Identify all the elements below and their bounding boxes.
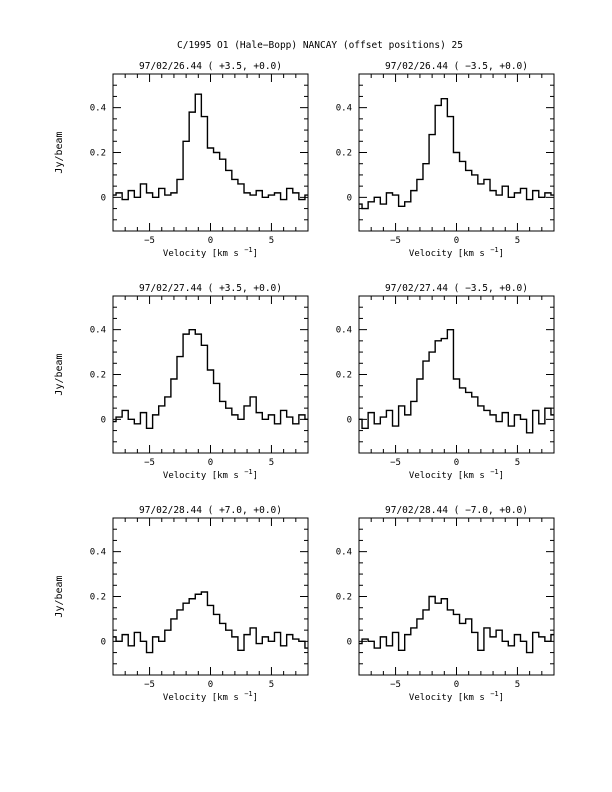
- x-tick-label: 0: [208, 236, 213, 246]
- y-tick-label: 0: [101, 637, 106, 647]
- x-tick-label: 5: [269, 236, 274, 246]
- spectrum-line: [359, 328, 554, 434]
- axes-frame: [358, 517, 555, 676]
- y-tick-label: 0: [101, 415, 106, 425]
- y-tick-label: 0.4: [90, 326, 106, 336]
- x-tick-label: 5: [515, 458, 520, 468]
- spectrum-panel-6: 97/02/28.44 ( −7.0, +0.0) −5 0 5 0 0.2 0.4 Velo…: [336, 505, 555, 703]
- x-axis-label: Velocity [km s −1]: [163, 246, 258, 259]
- y-tick-label: 0.2: [90, 371, 106, 381]
- x-tick-label: 0: [454, 458, 459, 468]
- panel-title: 97/02/27.44 ( +3.5, +0.0): [139, 283, 282, 294]
- spectrum-line: [359, 97, 554, 210]
- axes-frame: [112, 517, 309, 676]
- spectrum-line: [359, 595, 554, 654]
- y-tick-label: 0.4: [336, 326, 352, 336]
- spectrum-line: [113, 591, 308, 654]
- x-axis-label: Velocity [km s −1]: [409, 468, 504, 481]
- x-tick-label: 5: [515, 680, 520, 690]
- y-tick-label: 0.2: [90, 593, 106, 603]
- figure-title: C/1995 O1 (Hale−Bopp) NANCAY (offset pos…: [177, 40, 463, 51]
- x-tick-label: 5: [269, 458, 274, 468]
- y-tick-label: 0.4: [90, 548, 106, 558]
- y-tick-label: 0.2: [336, 593, 352, 603]
- axes-frame: [358, 295, 555, 454]
- panel-title: 97/02/28.44 ( −7.0, +0.0): [385, 505, 528, 516]
- panel-title: 97/02/26.44 ( −3.5, +0.0): [385, 61, 528, 72]
- panel-title: 97/02/27.44 ( −3.5, +0.0): [385, 283, 528, 294]
- x-tick-label: 0: [208, 680, 213, 690]
- spectrum-panel-4: 97/02/27.44 ( −3.5, +0.0) −5 0 5 0 0.2 0.4 Velo…: [336, 283, 555, 481]
- axes-frame: [112, 73, 309, 232]
- x-tick-label: 0: [454, 680, 459, 690]
- x-tick-label: 5: [269, 680, 274, 690]
- y-tick-label: 0: [347, 193, 352, 203]
- y-tick-label: 0.2: [90, 149, 106, 159]
- x-tick-label: −5: [144, 236, 155, 246]
- x-axis-label: Velocity [km s −1]: [163, 690, 258, 703]
- x-tick-label: 0: [208, 458, 213, 468]
- y-tick-label: 0.4: [336, 548, 352, 558]
- x-tick-label: −5: [390, 236, 401, 246]
- x-tick-label: 5: [515, 236, 520, 246]
- y-tick-label: 0: [347, 415, 352, 425]
- x-tick-label: −5: [144, 458, 155, 468]
- y-axis-label: Jy/beam: [54, 353, 65, 395]
- y-tick-label: 0.4: [336, 104, 352, 114]
- y-axis-label: Jy/beam: [54, 131, 65, 173]
- spectrum-panel-3: 97/02/27.44 ( +3.5, +0.0) −5 0 5 0 0.2 0.4 Velo…: [54, 283, 309, 481]
- y-tick-label: 0.4: [90, 104, 106, 114]
- panel-title: 97/02/26.44 ( +3.5, +0.0): [139, 61, 282, 72]
- y-tick-label: 0.2: [336, 149, 352, 159]
- panels: 97/02/26.44 ( +3.5, +0.0) −5 0 5 0 0.2 0.4 Velo…: [54, 61, 555, 703]
- x-axis-label: Velocity [km s −1]: [163, 468, 258, 481]
- spectrum-panel-1: 97/02/26.44 ( +3.5, +0.0) −5 0 5 0 0.2 0.4 Velo…: [54, 61, 309, 259]
- panel-title: 97/02/28.44 ( +7.0, +0.0): [139, 505, 282, 516]
- x-tick-label: 0: [454, 236, 459, 246]
- x-tick-label: −5: [390, 680, 401, 690]
- spectrum-panel-5: 97/02/28.44 ( +7.0, +0.0) −5 0 5 0 0.2 0.4 Velo…: [54, 505, 309, 703]
- x-axis-label: Velocity [km s −1]: [409, 690, 504, 703]
- x-tick-label: −5: [390, 458, 401, 468]
- spectrum-panel-2: 97/02/26.44 ( −3.5, +0.0) −5 0 5 0 0.2 0.4 Velo…: [336, 61, 555, 259]
- x-tick-label: −5: [144, 680, 155, 690]
- axes-frame: [112, 295, 309, 454]
- x-axis-label: Velocity [km s −1]: [409, 246, 504, 259]
- y-axis-label: Jy/beam: [54, 575, 65, 617]
- spectrum-line: [113, 328, 308, 430]
- y-tick-label: 0: [101, 193, 106, 203]
- spectrum-line: [113, 93, 308, 201]
- y-tick-label: 0.2: [336, 371, 352, 381]
- y-tick-label: 0: [347, 637, 352, 647]
